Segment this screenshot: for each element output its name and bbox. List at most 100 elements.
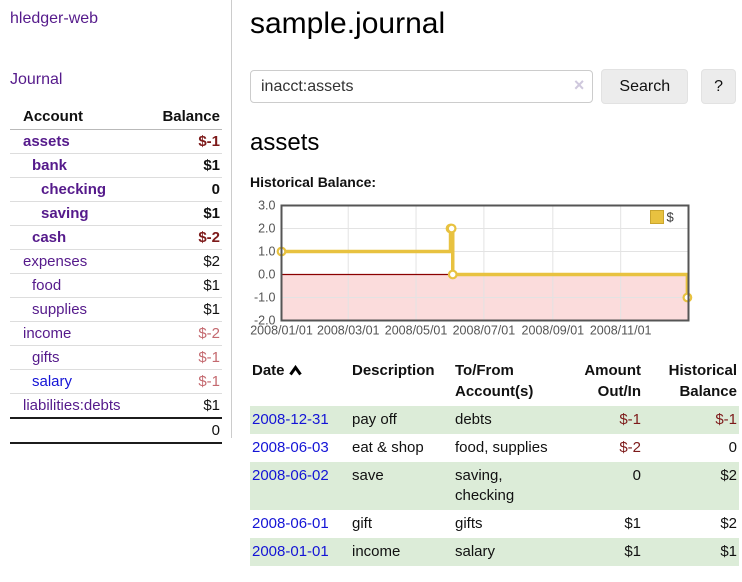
transaction-description: save: [352, 467, 384, 484]
account-link[interactable]: cash: [32, 229, 67, 246]
transaction-row: 2008-06-03 eat & shop food, supplies $-2 0: [250, 434, 739, 462]
account-balance: $2: [138, 249, 222, 274]
account-link[interactable]: food: [32, 277, 62, 294]
svg-text:2008/11/01: 2008/11/01: [590, 324, 652, 338]
transaction-accounts: debts: [455, 411, 492, 428]
account-link[interactable]: checking: [41, 181, 107, 198]
register-rows: 2008-12-31 pay off debts $-1 $-1 2008-06-03 ea…: [250, 406, 739, 566]
account-row: supplies $1: [10, 297, 222, 322]
svg-text:$: $: [667, 210, 675, 225]
account-link[interactable]: supplies: [32, 301, 88, 318]
transaction-balance: 0: [728, 439, 737, 456]
transaction-row: 2008-12-31 pay off debts $-1 $-1: [250, 406, 739, 434]
account-link[interactable]: salary: [32, 373, 73, 390]
amount-column-header: Amount Out/In: [584, 362, 641, 400]
account-row: salary $-1: [10, 369, 222, 394]
account-row: liabilities:debts $1: [10, 393, 222, 419]
account-row: cash $-2: [10, 225, 222, 250]
transaction-balance: $2: [720, 467, 737, 484]
transaction-date-link[interactable]: 2008-01-01: [252, 543, 329, 560]
sort-ascending-icon: [288, 361, 302, 382]
account-balance: 0: [138, 177, 222, 202]
account-row: saving $1: [10, 201, 222, 226]
account-balance: $1: [138, 273, 222, 298]
svg-text:2.0: 2.0: [258, 222, 275, 236]
account-row: assets $-1: [10, 129, 222, 154]
transaction-date-link[interactable]: 2008-06-02: [252, 467, 329, 484]
account-row: bank $1: [10, 153, 222, 178]
account-link[interactable]: assets: [23, 133, 70, 150]
clear-search-icon[interactable]: ×: [573, 75, 585, 95]
search-input[interactable]: [250, 70, 594, 103]
date-header-label: Date: [252, 362, 285, 379]
account-link[interactable]: saving: [41, 205, 89, 222]
register-table: Date Description To/From Account(s) Amou…: [250, 358, 739, 566]
account-balance: $-1: [138, 369, 222, 394]
svg-text:3.0: 3.0: [258, 199, 275, 213]
account-balance-table: Account Balance assets $-1 bank $1 checking 0…: [10, 106, 222, 444]
register-header-row: Date Description To/From Account(s) Amou…: [250, 358, 739, 406]
total-spacer: [10, 417, 139, 444]
account-row: checking 0: [10, 177, 222, 202]
account-balance: $1: [138, 201, 222, 226]
chart-title: Historical Balance:: [250, 174, 377, 190]
account-table-header-row: Account Balance: [10, 106, 222, 130]
description-column-header: Description: [352, 362, 435, 379]
svg-text:2008/05/01: 2008/05/01: [385, 324, 448, 338]
account-link[interactable]: gifts: [32, 349, 60, 366]
transaction-description: eat & shop: [352, 439, 424, 456]
sidebar: hledger-web Journal Account Balance asse…: [0, 0, 232, 444]
account-row: food $1: [10, 273, 222, 298]
account-rows: assets $-1 bank $1 checking 0 saving $1 cash $-2 e…: [10, 129, 222, 419]
svg-text:-2.0: -2.0: [254, 314, 276, 328]
account-balance: $-2: [138, 321, 222, 346]
account-link[interactable]: bank: [32, 157, 68, 174]
account-balance: $1: [138, 393, 222, 419]
account-balance: $1: [138, 153, 222, 178]
transaction-date-link[interactable]: 2008-06-03: [252, 439, 329, 456]
svg-text:-1.0: -1.0: [254, 291, 276, 305]
transaction-description: pay off: [352, 411, 397, 428]
transaction-balance: $1: [720, 543, 737, 560]
transaction-row: 2008-06-01 gift gifts $1 $2: [250, 510, 739, 538]
svg-text:2008/03/01: 2008/03/01: [317, 324, 380, 338]
total-balance: 0: [138, 417, 222, 444]
transaction-amount: $1: [624, 543, 641, 560]
svg-text:2008/01/01: 2008/01/01: [250, 324, 313, 338]
account-total-row: 0: [10, 417, 222, 444]
transaction-date-link[interactable]: 2008-06-01: [252, 515, 329, 532]
search-form: × Search ?: [250, 69, 736, 104]
sidebar-item-journal[interactable]: Journal: [10, 71, 63, 88]
transaction-amount: $1: [624, 515, 641, 532]
page-title: sample.journal: [250, 7, 446, 40]
historical-balance-column-header: Historical Balance: [668, 362, 737, 400]
transaction-amount: $-2: [619, 439, 641, 456]
account-row: expenses $2: [10, 249, 222, 274]
account-balance: $-1: [138, 129, 222, 154]
transaction-amount: 0: [632, 467, 641, 484]
transaction-date-link[interactable]: 2008-12-31: [252, 411, 329, 428]
transaction-balance: $-1: [715, 411, 737, 428]
search-button[interactable]: Search: [601, 69, 689, 104]
account-link[interactable]: liabilities:debts: [23, 397, 121, 414]
help-button[interactable]: ?: [701, 69, 736, 104]
svg-text:1.0: 1.0: [258, 245, 275, 259]
account-link[interactable]: income: [23, 325, 72, 342]
svg-text:0.0: 0.0: [258, 268, 275, 282]
transaction-row: 2008-06-02 save saving, checking 0 $2: [250, 462, 739, 510]
transaction-description: income: [352, 543, 401, 560]
account-balance: $-2: [138, 225, 222, 250]
account-column-header: Account: [10, 106, 139, 130]
transaction-row: 2008-01-01 income salary $1 $1: [250, 538, 739, 566]
account-balance: $1: [138, 297, 222, 322]
transaction-accounts: salary: [455, 543, 496, 560]
transaction-amount: $-1: [619, 411, 641, 428]
app-title-link[interactable]: hledger-web: [10, 10, 99, 27]
account-row: income $-2: [10, 321, 222, 346]
account-link[interactable]: expenses: [23, 253, 88, 270]
transaction-accounts: food, supplies: [455, 439, 548, 456]
historical-balance-chart: $3.0 2.0 1.0 0.0 -1.0 -2.0 2008/01/01 2008/03/0…: [250, 198, 736, 340]
account-heading: assets: [250, 129, 320, 156]
date-column-header[interactable]: Date: [250, 358, 350, 406]
transaction-accounts: saving, checking: [455, 467, 515, 504]
